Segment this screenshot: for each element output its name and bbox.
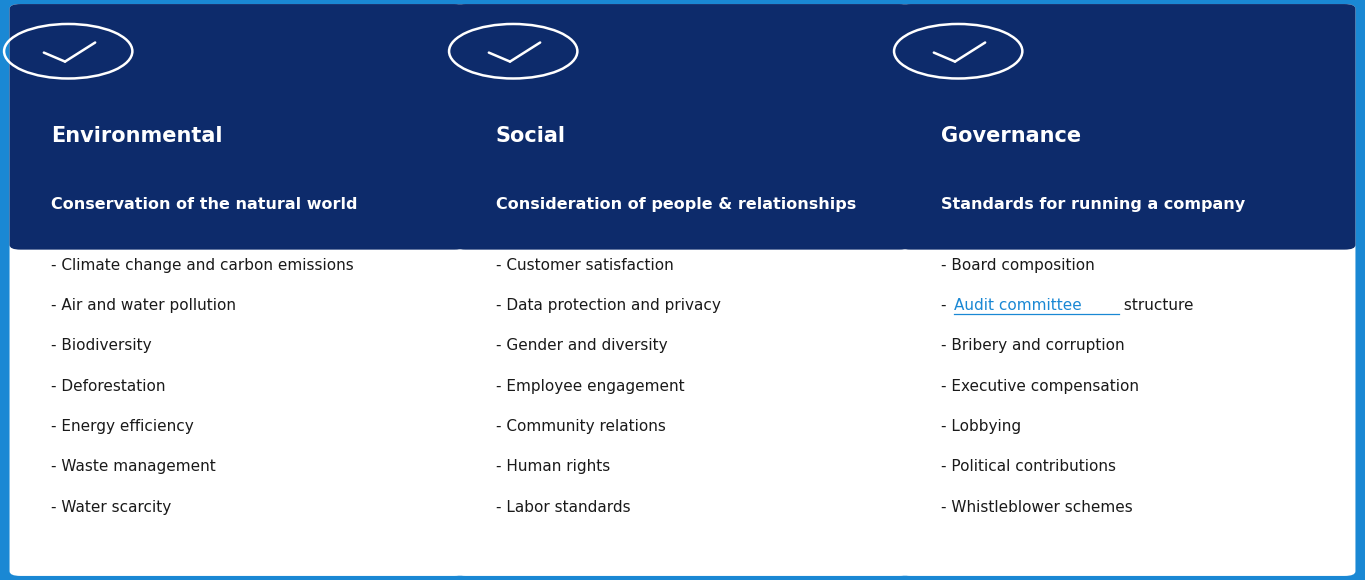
FancyBboxPatch shape bbox=[455, 4, 910, 249]
Bar bbox=[20, 222, 455, 245]
Text: - Energy efficiency: - Energy efficiency bbox=[51, 419, 194, 434]
FancyBboxPatch shape bbox=[455, 4, 910, 576]
FancyBboxPatch shape bbox=[900, 4, 1355, 576]
Text: - Human rights: - Human rights bbox=[495, 459, 610, 474]
Text: - Climate change and carbon emissions: - Climate change and carbon emissions bbox=[51, 258, 354, 273]
Text: - Data protection and privacy: - Data protection and privacy bbox=[495, 298, 721, 313]
Text: - Lobbying: - Lobbying bbox=[940, 419, 1021, 434]
Text: - Employee engagement: - Employee engagement bbox=[495, 379, 684, 394]
Text: - Bribery and corruption: - Bribery and corruption bbox=[940, 339, 1125, 353]
Text: -: - bbox=[940, 298, 951, 313]
Text: - Community relations: - Community relations bbox=[495, 419, 666, 434]
Text: - Labor standards: - Labor standards bbox=[495, 500, 631, 515]
FancyBboxPatch shape bbox=[900, 4, 1355, 249]
FancyBboxPatch shape bbox=[10, 4, 465, 576]
Text: - Gender and diversity: - Gender and diversity bbox=[495, 339, 667, 353]
Text: - Board composition: - Board composition bbox=[940, 258, 1095, 273]
Text: structure: structure bbox=[1119, 298, 1193, 313]
Text: Standards for running a company: Standards for running a company bbox=[940, 197, 1245, 212]
Text: - Executive compensation: - Executive compensation bbox=[940, 379, 1138, 394]
Text: Governance: Governance bbox=[940, 126, 1081, 146]
FancyBboxPatch shape bbox=[10, 4, 465, 249]
Text: - Waste management: - Waste management bbox=[51, 459, 216, 474]
Text: Conservation of the natural world: Conservation of the natural world bbox=[51, 197, 358, 212]
Text: Social: Social bbox=[495, 126, 566, 146]
Bar bbox=[465, 222, 900, 245]
Text: Audit committee: Audit committee bbox=[954, 298, 1082, 313]
Text: - Air and water pollution: - Air and water pollution bbox=[51, 298, 236, 313]
Text: - Deforestation: - Deforestation bbox=[51, 379, 165, 394]
Text: - Biodiversity: - Biodiversity bbox=[51, 339, 152, 353]
Bar bbox=[910, 222, 1345, 245]
Text: - Water scarcity: - Water scarcity bbox=[51, 500, 171, 515]
Text: Consideration of people & relationships: Consideration of people & relationships bbox=[495, 197, 856, 212]
Text: - Customer satisfaction: - Customer satisfaction bbox=[495, 258, 673, 273]
Text: Environmental: Environmental bbox=[51, 126, 222, 146]
Text: - Political contributions: - Political contributions bbox=[940, 459, 1115, 474]
Text: - Whistleblower schemes: - Whistleblower schemes bbox=[940, 500, 1133, 515]
